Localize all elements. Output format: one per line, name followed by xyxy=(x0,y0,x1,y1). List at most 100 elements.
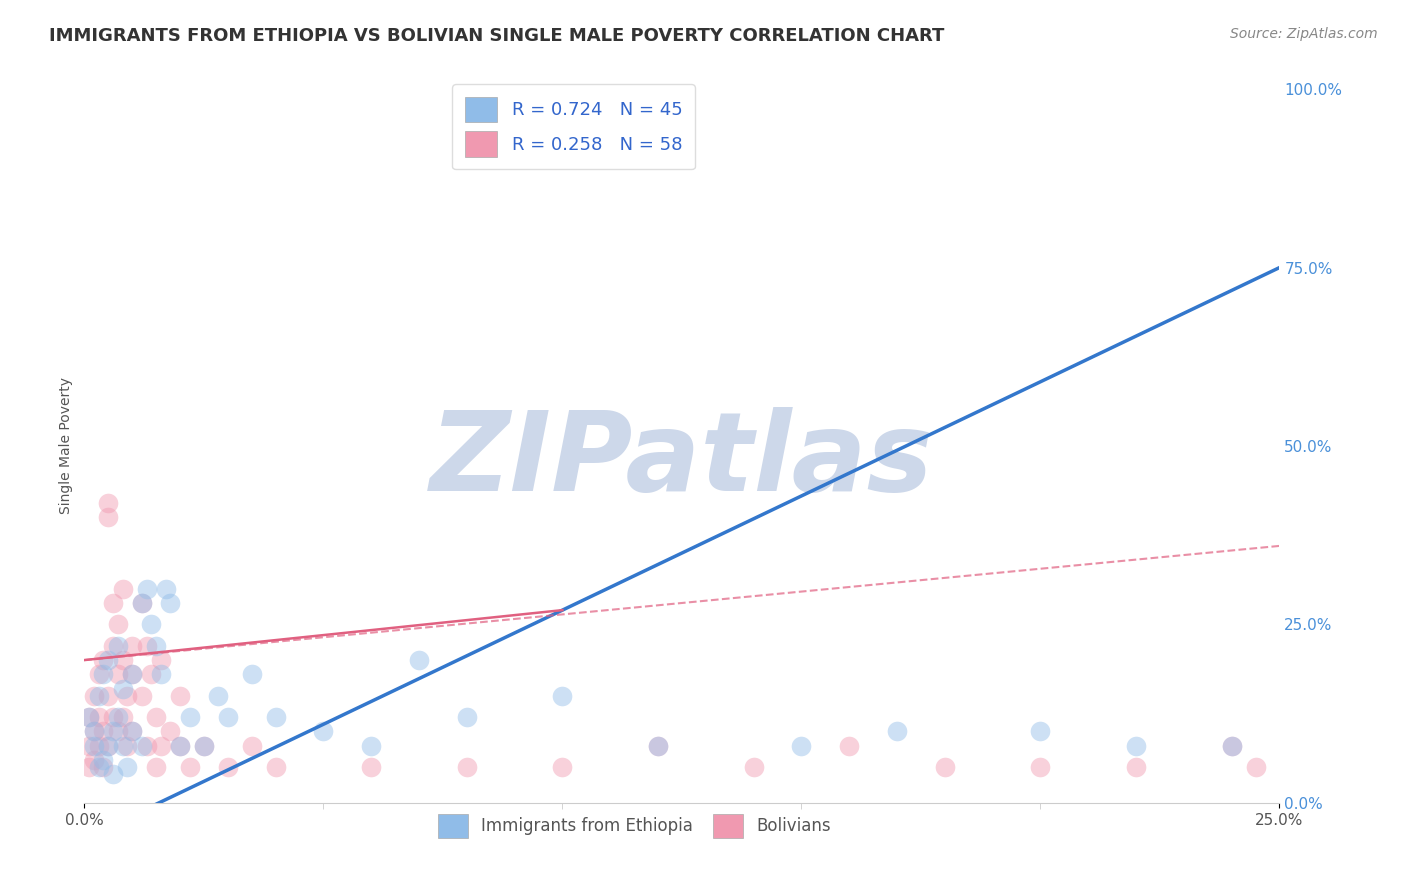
Point xyxy=(107,710,129,724)
Point xyxy=(207,689,229,703)
Point xyxy=(169,689,191,703)
Point xyxy=(149,739,172,753)
Point xyxy=(97,653,120,667)
Point xyxy=(135,739,157,753)
Point xyxy=(97,510,120,524)
Point xyxy=(107,667,129,681)
Point xyxy=(117,689,139,703)
Point xyxy=(87,760,110,774)
Point xyxy=(149,653,172,667)
Point xyxy=(111,582,134,596)
Point xyxy=(111,739,134,753)
Point xyxy=(135,639,157,653)
Point xyxy=(131,689,153,703)
Text: ZIPatlas: ZIPatlas xyxy=(430,407,934,514)
Point xyxy=(934,760,956,774)
Legend: Immigrants from Ethiopia, Bolivians: Immigrants from Ethiopia, Bolivians xyxy=(430,807,838,845)
Point xyxy=(1029,724,1052,739)
Point xyxy=(135,582,157,596)
Point xyxy=(117,760,139,774)
Point xyxy=(131,739,153,753)
Point xyxy=(1029,760,1052,774)
Point xyxy=(111,681,134,696)
Point xyxy=(193,739,215,753)
Point xyxy=(145,760,167,774)
Y-axis label: Single Male Poverty: Single Male Poverty xyxy=(59,377,73,515)
Point xyxy=(97,689,120,703)
Point xyxy=(1220,739,1243,753)
Point xyxy=(155,582,177,596)
Point xyxy=(121,724,143,739)
Point xyxy=(149,667,172,681)
Point xyxy=(77,710,100,724)
Point xyxy=(111,653,134,667)
Point xyxy=(240,739,263,753)
Point xyxy=(742,760,765,774)
Point xyxy=(97,739,120,753)
Point xyxy=(312,724,335,739)
Point xyxy=(83,724,105,739)
Point xyxy=(217,760,239,774)
Point xyxy=(83,724,105,739)
Point xyxy=(141,667,163,681)
Point xyxy=(101,767,124,781)
Point xyxy=(121,667,143,681)
Point xyxy=(107,724,129,739)
Point xyxy=(159,724,181,739)
Point xyxy=(360,760,382,774)
Point xyxy=(886,724,908,739)
Point xyxy=(264,760,287,774)
Point xyxy=(87,689,110,703)
Point xyxy=(111,710,134,724)
Point xyxy=(456,710,478,724)
Point xyxy=(121,724,143,739)
Point xyxy=(179,710,201,724)
Point xyxy=(790,739,813,753)
Point xyxy=(131,596,153,610)
Point xyxy=(551,760,574,774)
Point xyxy=(145,710,167,724)
Point xyxy=(107,639,129,653)
Point xyxy=(87,667,110,681)
Point xyxy=(408,653,430,667)
Point xyxy=(159,596,181,610)
Point xyxy=(97,496,120,510)
Point xyxy=(93,724,115,739)
Point xyxy=(131,596,153,610)
Point xyxy=(97,739,120,753)
Point xyxy=(101,596,124,610)
Point xyxy=(77,710,100,724)
Point xyxy=(87,710,110,724)
Point xyxy=(1125,739,1147,753)
Point xyxy=(240,667,263,681)
Point xyxy=(647,739,669,753)
Point xyxy=(101,710,124,724)
Text: Source: ZipAtlas.com: Source: ZipAtlas.com xyxy=(1230,27,1378,41)
Point xyxy=(77,760,100,774)
Point xyxy=(93,760,115,774)
Point xyxy=(217,710,239,724)
Point xyxy=(169,739,191,753)
Point xyxy=(551,689,574,703)
Point xyxy=(93,653,115,667)
Point xyxy=(117,739,139,753)
Point xyxy=(838,739,860,753)
Point xyxy=(360,739,382,753)
Point xyxy=(93,667,115,681)
Point xyxy=(77,739,100,753)
Point xyxy=(456,760,478,774)
Point xyxy=(169,739,191,753)
Point xyxy=(264,710,287,724)
Point xyxy=(107,617,129,632)
Point xyxy=(1244,760,1267,774)
Point xyxy=(87,739,110,753)
Point xyxy=(83,739,105,753)
Point xyxy=(83,753,105,767)
Point xyxy=(83,689,105,703)
Point xyxy=(101,639,124,653)
Point xyxy=(93,753,115,767)
Point xyxy=(647,739,669,753)
Point xyxy=(145,639,167,653)
Point xyxy=(193,739,215,753)
Text: IMMIGRANTS FROM ETHIOPIA VS BOLIVIAN SINGLE MALE POVERTY CORRELATION CHART: IMMIGRANTS FROM ETHIOPIA VS BOLIVIAN SIN… xyxy=(49,27,945,45)
